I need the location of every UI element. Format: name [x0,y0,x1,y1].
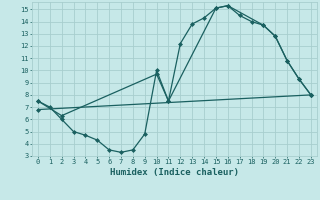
X-axis label: Humidex (Indice chaleur): Humidex (Indice chaleur) [110,168,239,177]
